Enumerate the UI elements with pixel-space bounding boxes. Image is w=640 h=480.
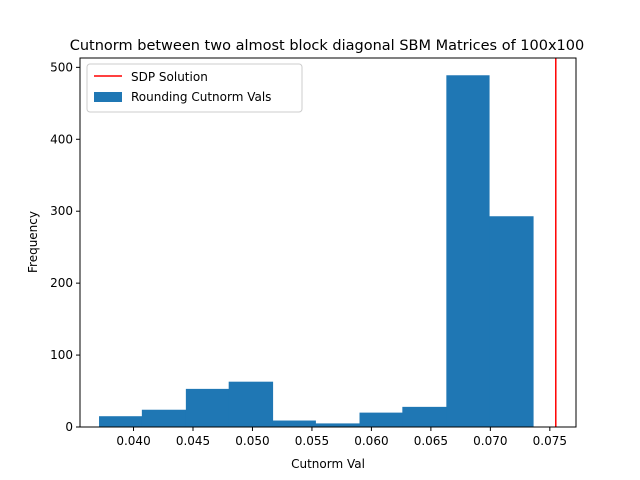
y-axis-ticks: 0 100 200 300 400 500 [50,60,80,434]
y-axis-label: Frequency [26,211,40,273]
x-axis-label: Cutnorm Val [291,457,365,471]
y-tick-label: 500 [50,60,73,74]
x-tick-label: 0.050 [235,434,269,448]
x-tick-label: 0.055 [295,434,329,448]
legend-box [86,63,303,113]
chart-title: Cutnorm between two almost block diagona… [70,38,585,54]
plot-frame [79,57,577,428]
legend-sdp-label: SDP Solution [131,70,208,84]
x-tick-label: 0.060 [354,434,388,448]
histogram-bar [272,420,316,427]
histogram-bar [359,412,403,427]
x-tick-label: 0.040 [116,434,150,448]
x-axis-ticks: 0.040 0.045 0.050 0.055 0.060 0.065 0.070 0.075 [116,427,567,448]
x-tick-label: 0.065 [414,434,448,448]
histogram-bar [185,388,230,427]
histogram-bar [141,409,187,427]
bars [99,75,534,428]
legend-rounding-swatch [94,92,122,102]
histogram-bar [446,75,490,428]
legend-rounding-label: Rounding Cutnorm Vals [131,90,271,104]
y-tick-label: 100 [50,348,73,362]
y-tick-label: 300 [50,204,73,218]
y-tick-label: 0 [65,420,73,434]
histogram-bar [402,406,447,427]
histogram-bar [99,416,143,427]
histogram-bar [228,381,274,427]
y-tick-label: 200 [50,276,73,290]
x-tick-label: 0.070 [473,434,507,448]
x-tick-label: 0.045 [176,434,210,448]
histogram-bar [315,423,360,427]
legend: SDP Solution Rounding Cutnorm Vals [86,63,303,113]
y-tick-label: 400 [50,132,73,146]
x-tick-label: 0.075 [533,434,567,448]
histogram-bar [489,216,534,427]
